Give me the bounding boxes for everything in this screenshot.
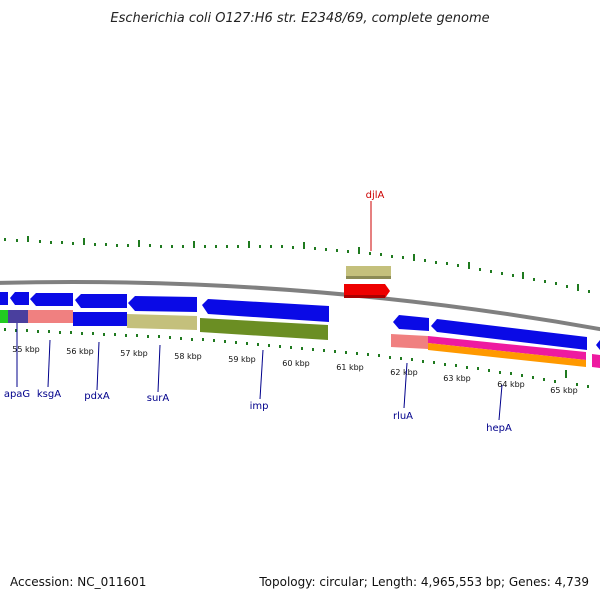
scale-label: 63 kbp [443,374,471,383]
gene-label-pdxA[interactable]: pdxA [84,391,110,402]
scale-label: 64 kbp [497,380,525,389]
gene-label-rluA[interactable]: rluA [393,411,413,422]
genome-backbone [0,279,600,332]
reverse-gene-labels: apaG ksgA pdxA surA imp rluA hepA [4,389,512,434]
scale-label: 65 kbp [550,386,578,395]
scale-label: 58 kbp [174,352,202,361]
scale-label: 62 kbp [390,368,418,377]
reverse-label-lines [16,323,503,421]
gene-label-hepA[interactable]: hepA [486,423,512,434]
scale-label: 61 kbp [336,363,364,372]
gene-label-apaG[interactable]: apaG [4,389,30,400]
gene-label-ksgA[interactable]: ksgA [37,389,61,400]
gene-djlA[interactable] [344,266,391,298]
scale-label: 60 kbp [282,359,310,368]
gene-label-surA[interactable]: surA [147,393,170,404]
genome-title: Escherichia coli O127:H6 str. E2348/69, … [110,11,489,26]
scale-label: 57 kbp [120,349,148,358]
genome-summary-text: Topology: circular; Length: 4,965,553 bp… [258,575,589,589]
gene-label-imp[interactable]: imp [250,401,269,412]
reverse-gene-arrows-left[interactable] [0,292,329,322]
scale-label: 55 kbp [12,345,40,354]
inner-tick-track [4,328,589,388]
outer-tick-track [4,236,590,293]
reverse-gene-bars-left[interactable] [0,310,328,340]
reverse-gene-arrows-right[interactable] [391,315,600,368]
scale-label: 59 kbp [228,355,256,364]
gene-label-djlA[interactable]: djlA [366,190,385,201]
accession-text: Accession: NC_011601 [10,575,146,589]
scale-label: 56 kbp [66,347,94,356]
scale-labels: 55 kbp 56 kbp 57 kbp 58 kbp 59 kbp 60 kb… [12,345,578,395]
